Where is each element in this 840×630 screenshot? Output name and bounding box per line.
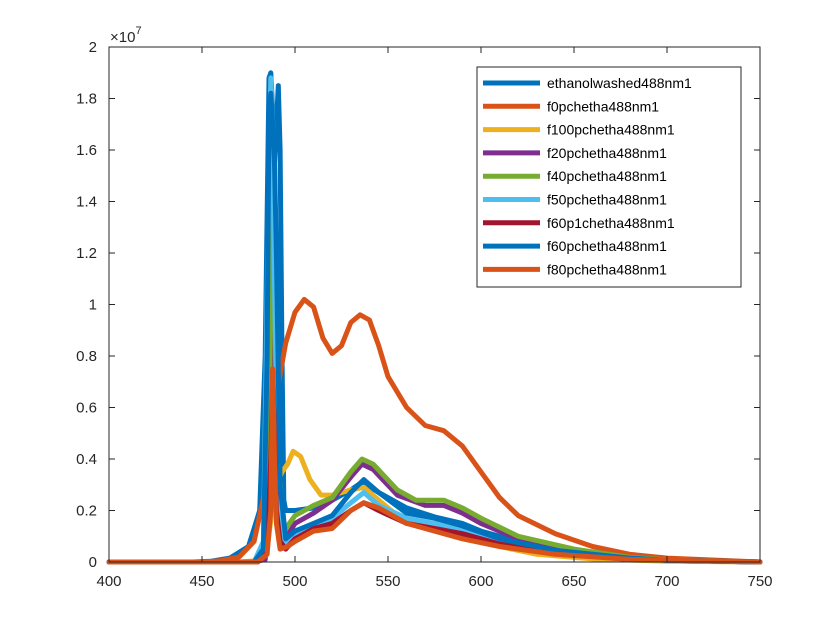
legend-item: f80pchetha488nm1 [483, 261, 667, 277]
series-layer [106, 70, 763, 565]
legend-item: f0pchetha488nm1 [483, 98, 659, 114]
x-axis: 400 450 500 550 600 650 700 750 [96, 47, 773, 590]
legend-item: f50pchetha488nm1 [483, 192, 667, 208]
legend-item: f20pchetha488nm1 [483, 145, 667, 161]
y-multiplier-exponent: 7 [135, 25, 141, 37]
x-tick-label: 650 [561, 573, 586, 590]
y-tick-label: 1.8 [76, 91, 97, 108]
legend-label: f40pchetha488nm1 [547, 168, 667, 184]
x-tick-label: 700 [654, 573, 679, 590]
y-multiplier-base: ×10 [110, 29, 135, 46]
y-tick-label: 0.8 [76, 348, 97, 365]
x-tick-label: 600 [468, 573, 493, 590]
legend-item: f40pchetha488nm1 [483, 168, 667, 184]
legend: ethanolwashed488nm1 f0pchetha488nm1 f100pc… [476, 66, 742, 288]
y-tick-label: 1.2 [76, 245, 97, 262]
legend-label: f50pchetha488nm1 [547, 192, 667, 208]
x-tick-label: 500 [282, 573, 307, 590]
x-tick-label: 750 [747, 573, 772, 590]
y-tick-label: 1.4 [76, 194, 97, 211]
legend-label: f100pchetha488nm1 [547, 122, 675, 138]
legend-label: f60pchetha488nm1 [547, 238, 667, 254]
x-tick-label: 550 [375, 573, 400, 590]
y-axis-multiplier: ×107 [110, 25, 142, 46]
series-line-f60pchetha488nm1 [106, 90, 763, 565]
y-tick-label: 1.6 [76, 142, 97, 159]
legend-label: f60p1chetha488nm1 [547, 215, 675, 231]
y-tick-label: 0 [89, 554, 97, 571]
legend-item: f60p1chetha488nm1 [483, 215, 675, 231]
x-tick-label: 450 [189, 573, 214, 590]
legend-label: f80pchetha488nm1 [547, 261, 667, 277]
legend-label: f0pchetha488nm1 [547, 98, 659, 114]
y-tick-label: 2 [89, 39, 97, 56]
series-line-f80pchetha488nm1 [106, 366, 763, 565]
y-tick-label: 0.6 [76, 400, 97, 417]
y-tick-label: 1 [89, 297, 97, 314]
y-axis: 0 0.2 0.4 0.6 0.8 1 1.2 1.4 1.6 1.8 2 [76, 39, 760, 571]
y-tick-label: 0.2 [76, 503, 97, 520]
legend-label: f20pchetha488nm1 [547, 145, 667, 161]
y-tick-label: 0.4 [76, 451, 97, 468]
legend-item: f100pchetha488nm1 [483, 122, 675, 138]
legend-item: f60pchetha488nm1 [483, 238, 667, 254]
legend-item: ethanolwashed488nm1 [483, 75, 692, 91]
x-tick-label: 400 [96, 573, 121, 590]
legend-label: ethanolwashed488nm1 [547, 75, 692, 91]
